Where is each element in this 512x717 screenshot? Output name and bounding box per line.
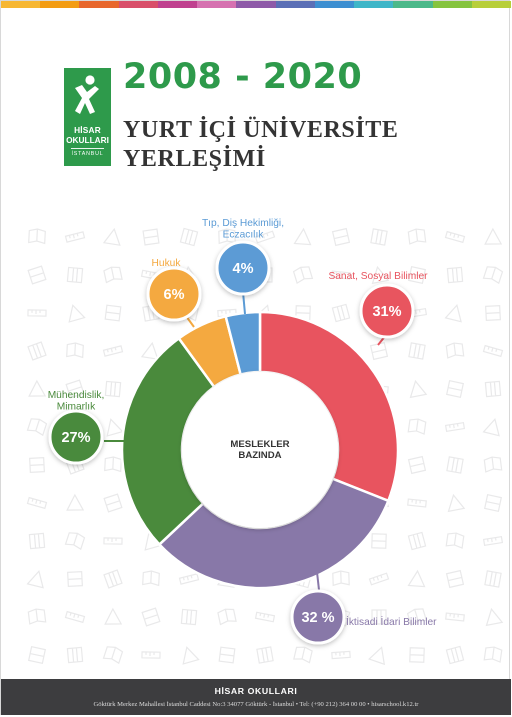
percent-label-0: 31% bbox=[372, 304, 401, 320]
percent-label-1: 32 % bbox=[301, 610, 334, 626]
callout-bubble-0 bbox=[359, 283, 415, 339]
logo-divider bbox=[71, 148, 104, 149]
category-label-2-1: Mimarlık bbox=[57, 402, 96, 413]
logo-text-hisar: HİSAR bbox=[74, 125, 101, 135]
category-label-2-0: Mühendislik, bbox=[48, 390, 105, 401]
callout-bubble-4 bbox=[215, 240, 271, 296]
category-label-4-1: Eczacılık bbox=[223, 230, 265, 241]
callout-bubble-2 bbox=[48, 409, 104, 465]
logo-text-okullari: OKULLARI bbox=[66, 135, 109, 145]
percent-label-4: 4% bbox=[233, 261, 254, 277]
percent-label-3: 6% bbox=[164, 287, 185, 303]
slice-2 bbox=[120, 336, 216, 547]
callout-bubble-1 bbox=[290, 589, 346, 645]
center-label-line2: BAZINDA bbox=[238, 450, 281, 461]
page-years: 2008 - 2020 bbox=[123, 57, 363, 97]
leader-line-1 bbox=[316, 571, 320, 591]
footer: HİSAR OKULLARI Göktürk Merkez Mahallesi … bbox=[1, 679, 511, 715]
category-label-1-0: İktisadi İdari Bilimler bbox=[346, 615, 437, 628]
category-label-3-0: Hukuk bbox=[152, 258, 182, 269]
category-label-4-0: Tıp, Diş Hekimliği, bbox=[202, 218, 284, 229]
footer-address: Göktürk Merkez Mahallesi İstanbul Caddes… bbox=[93, 701, 419, 708]
logo-text-istanbul: İSTANBUL bbox=[71, 151, 104, 157]
donut-hole bbox=[182, 372, 338, 528]
hisar-logo: HİSAR OKULLARI İSTANBUL bbox=[64, 68, 111, 166]
top-color-strip bbox=[1, 1, 512, 8]
page-title: YURT İÇİ ÜNİVERSİTE YERLEŞİMİ bbox=[123, 117, 399, 172]
percent-label-2: 27% bbox=[61, 430, 90, 446]
footer-org: HİSAR OKULLARI bbox=[214, 686, 298, 696]
callout-bubble-3 bbox=[146, 266, 202, 322]
leader-line-4 bbox=[242, 291, 246, 315]
center-label-line1: MESLEKLER bbox=[230, 439, 289, 450]
category-label-0-0: Sanat, Sosyal Bilimler bbox=[328, 271, 428, 282]
figure-icon bbox=[75, 75, 99, 114]
